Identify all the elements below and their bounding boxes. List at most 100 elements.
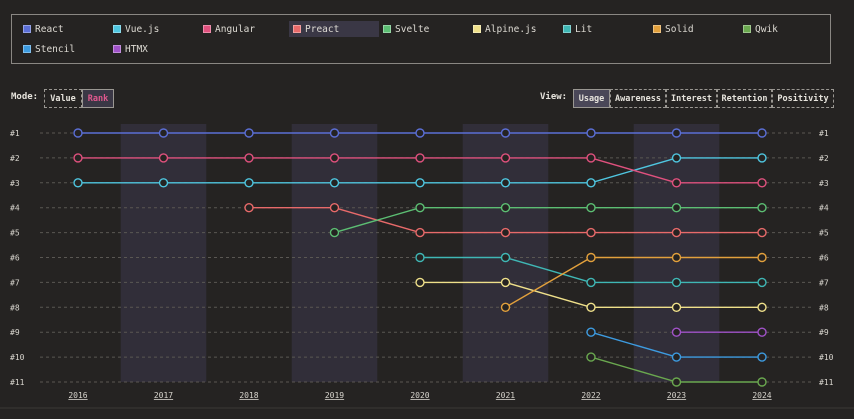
mode-rank-button[interactable]: Rank: [82, 89, 114, 108]
point-lit: [757, 277, 767, 288]
point-react: [244, 128, 254, 138]
legend-swatch: [23, 45, 31, 53]
point-solid: [500, 302, 511, 312]
legend-swatch: [563, 25, 571, 33]
legend-swatch: [653, 25, 661, 33]
y-tick-left: #4: [10, 204, 20, 213]
legend-item-react[interactable]: React: [19, 21, 68, 37]
point-react: [73, 128, 83, 138]
point-vue-js: [73, 178, 83, 188]
y-tick-right: #10: [819, 353, 834, 362]
legend-item-vue-js[interactable]: Vue.js: [109, 21, 163, 37]
point-angular: [244, 153, 254, 163]
y-tick-right: #5: [819, 229, 829, 238]
legend-item-lit[interactable]: Lit: [559, 21, 596, 37]
view-label: View:: [540, 92, 568, 102]
legend-swatch: [113, 25, 121, 33]
legend-item-stencil[interactable]: Stencil: [19, 41, 79, 57]
view-usage-button[interactable]: Usage: [573, 89, 610, 108]
y-tick-left: #1: [10, 129, 20, 138]
point-vue-js: [500, 178, 511, 188]
y-tick-left: #7: [10, 278, 20, 287]
y-tick-left: #3: [10, 179, 20, 188]
mode-value-button[interactable]: Value: [44, 89, 82, 108]
point-react: [500, 128, 511, 138]
point-react: [329, 128, 340, 138]
point-alpine-js: [757, 302, 767, 312]
point-preact: [329, 202, 340, 213]
x-tick: 2017: [154, 391, 173, 400]
point-angular: [73, 153, 83, 163]
x-tick: 2024: [752, 391, 771, 400]
point-qwik: [757, 377, 767, 387]
point-preact: [500, 227, 511, 238]
point-angular: [586, 153, 596, 163]
y-tick-right: #2: [819, 154, 829, 163]
point-react: [671, 128, 682, 138]
view-positivity-button[interactable]: Positivity: [772, 89, 834, 108]
legend-label: HTMX: [125, 43, 148, 55]
legend-swatch: [203, 25, 211, 33]
legend-item-alpine-js[interactable]: Alpine.js: [469, 21, 540, 37]
point-qwik: [671, 377, 682, 387]
y-tick-right: #4: [819, 204, 829, 213]
x-tick: 2018: [239, 391, 258, 400]
legend-swatch: [23, 25, 31, 33]
legend-item-qwik[interactable]: Qwik: [739, 21, 782, 37]
y-tick-right: #8: [819, 303, 829, 312]
point-svelte: [500, 202, 511, 213]
point-vue-js: [671, 153, 682, 163]
point-alpine-js: [500, 277, 511, 288]
view-retention-button[interactable]: Retention: [717, 89, 772, 108]
legend: React Vue.js Angular Preact Svelte Alpine.js L…: [11, 14, 831, 64]
legend-swatch: [383, 25, 391, 33]
x-tick: 2022: [581, 391, 600, 400]
point-preact: [244, 202, 254, 213]
point-stencil: [757, 352, 767, 362]
y-tick-left: #9: [10, 328, 20, 337]
point-solid: [671, 252, 682, 263]
legend-item-svelte[interactable]: Svelte: [379, 21, 433, 37]
point-angular: [500, 153, 511, 163]
legend-label: Preact: [305, 23, 340, 35]
y-tick-right: #1: [819, 129, 829, 138]
point-preact: [757, 227, 767, 238]
point-vue-js: [586, 178, 596, 188]
y-tick-left: #2: [10, 154, 20, 163]
y-tick-right: #6: [819, 254, 829, 263]
point-angular: [671, 178, 682, 188]
x-tick: 2021: [496, 391, 515, 400]
point-solid: [757, 252, 767, 263]
legend-item-preact[interactable]: Preact: [289, 21, 379, 37]
view-interest-button[interactable]: Interest: [666, 89, 717, 108]
legend-item-angular[interactable]: Angular: [199, 21, 259, 37]
legend-label: Angular: [215, 23, 256, 35]
legend-label: Stencil: [35, 43, 76, 55]
point-htmx: [671, 327, 682, 337]
point-preact: [415, 227, 425, 238]
point-angular: [415, 153, 425, 163]
legend-label: Svelte: [395, 23, 430, 35]
point-lit: [586, 277, 596, 288]
legend-swatch: [113, 45, 121, 53]
year-band: [120, 124, 207, 382]
point-htmx: [757, 327, 767, 337]
y-tick-left: #11: [10, 378, 25, 387]
legend-item-solid[interactable]: Solid: [649, 21, 698, 37]
y-tick-left: #10: [10, 353, 25, 362]
point-angular: [757, 178, 767, 188]
point-angular: [158, 153, 169, 163]
view-awareness-button[interactable]: Awareness: [610, 89, 666, 108]
point-vue-js: [415, 178, 425, 188]
point-alpine-js: [671, 302, 682, 312]
x-tick: 2020: [410, 391, 429, 400]
point-lit: [671, 277, 682, 288]
point-svelte: [329, 227, 340, 238]
point-react: [158, 128, 169, 138]
y-tick-left: #5: [10, 229, 20, 238]
point-alpine-js: [415, 277, 425, 288]
legend-label: Vue.js: [125, 23, 160, 35]
x-tick: 2019: [325, 391, 344, 400]
legend-item-htmx[interactable]: HTMX: [109, 41, 152, 57]
point-svelte: [415, 202, 425, 213]
